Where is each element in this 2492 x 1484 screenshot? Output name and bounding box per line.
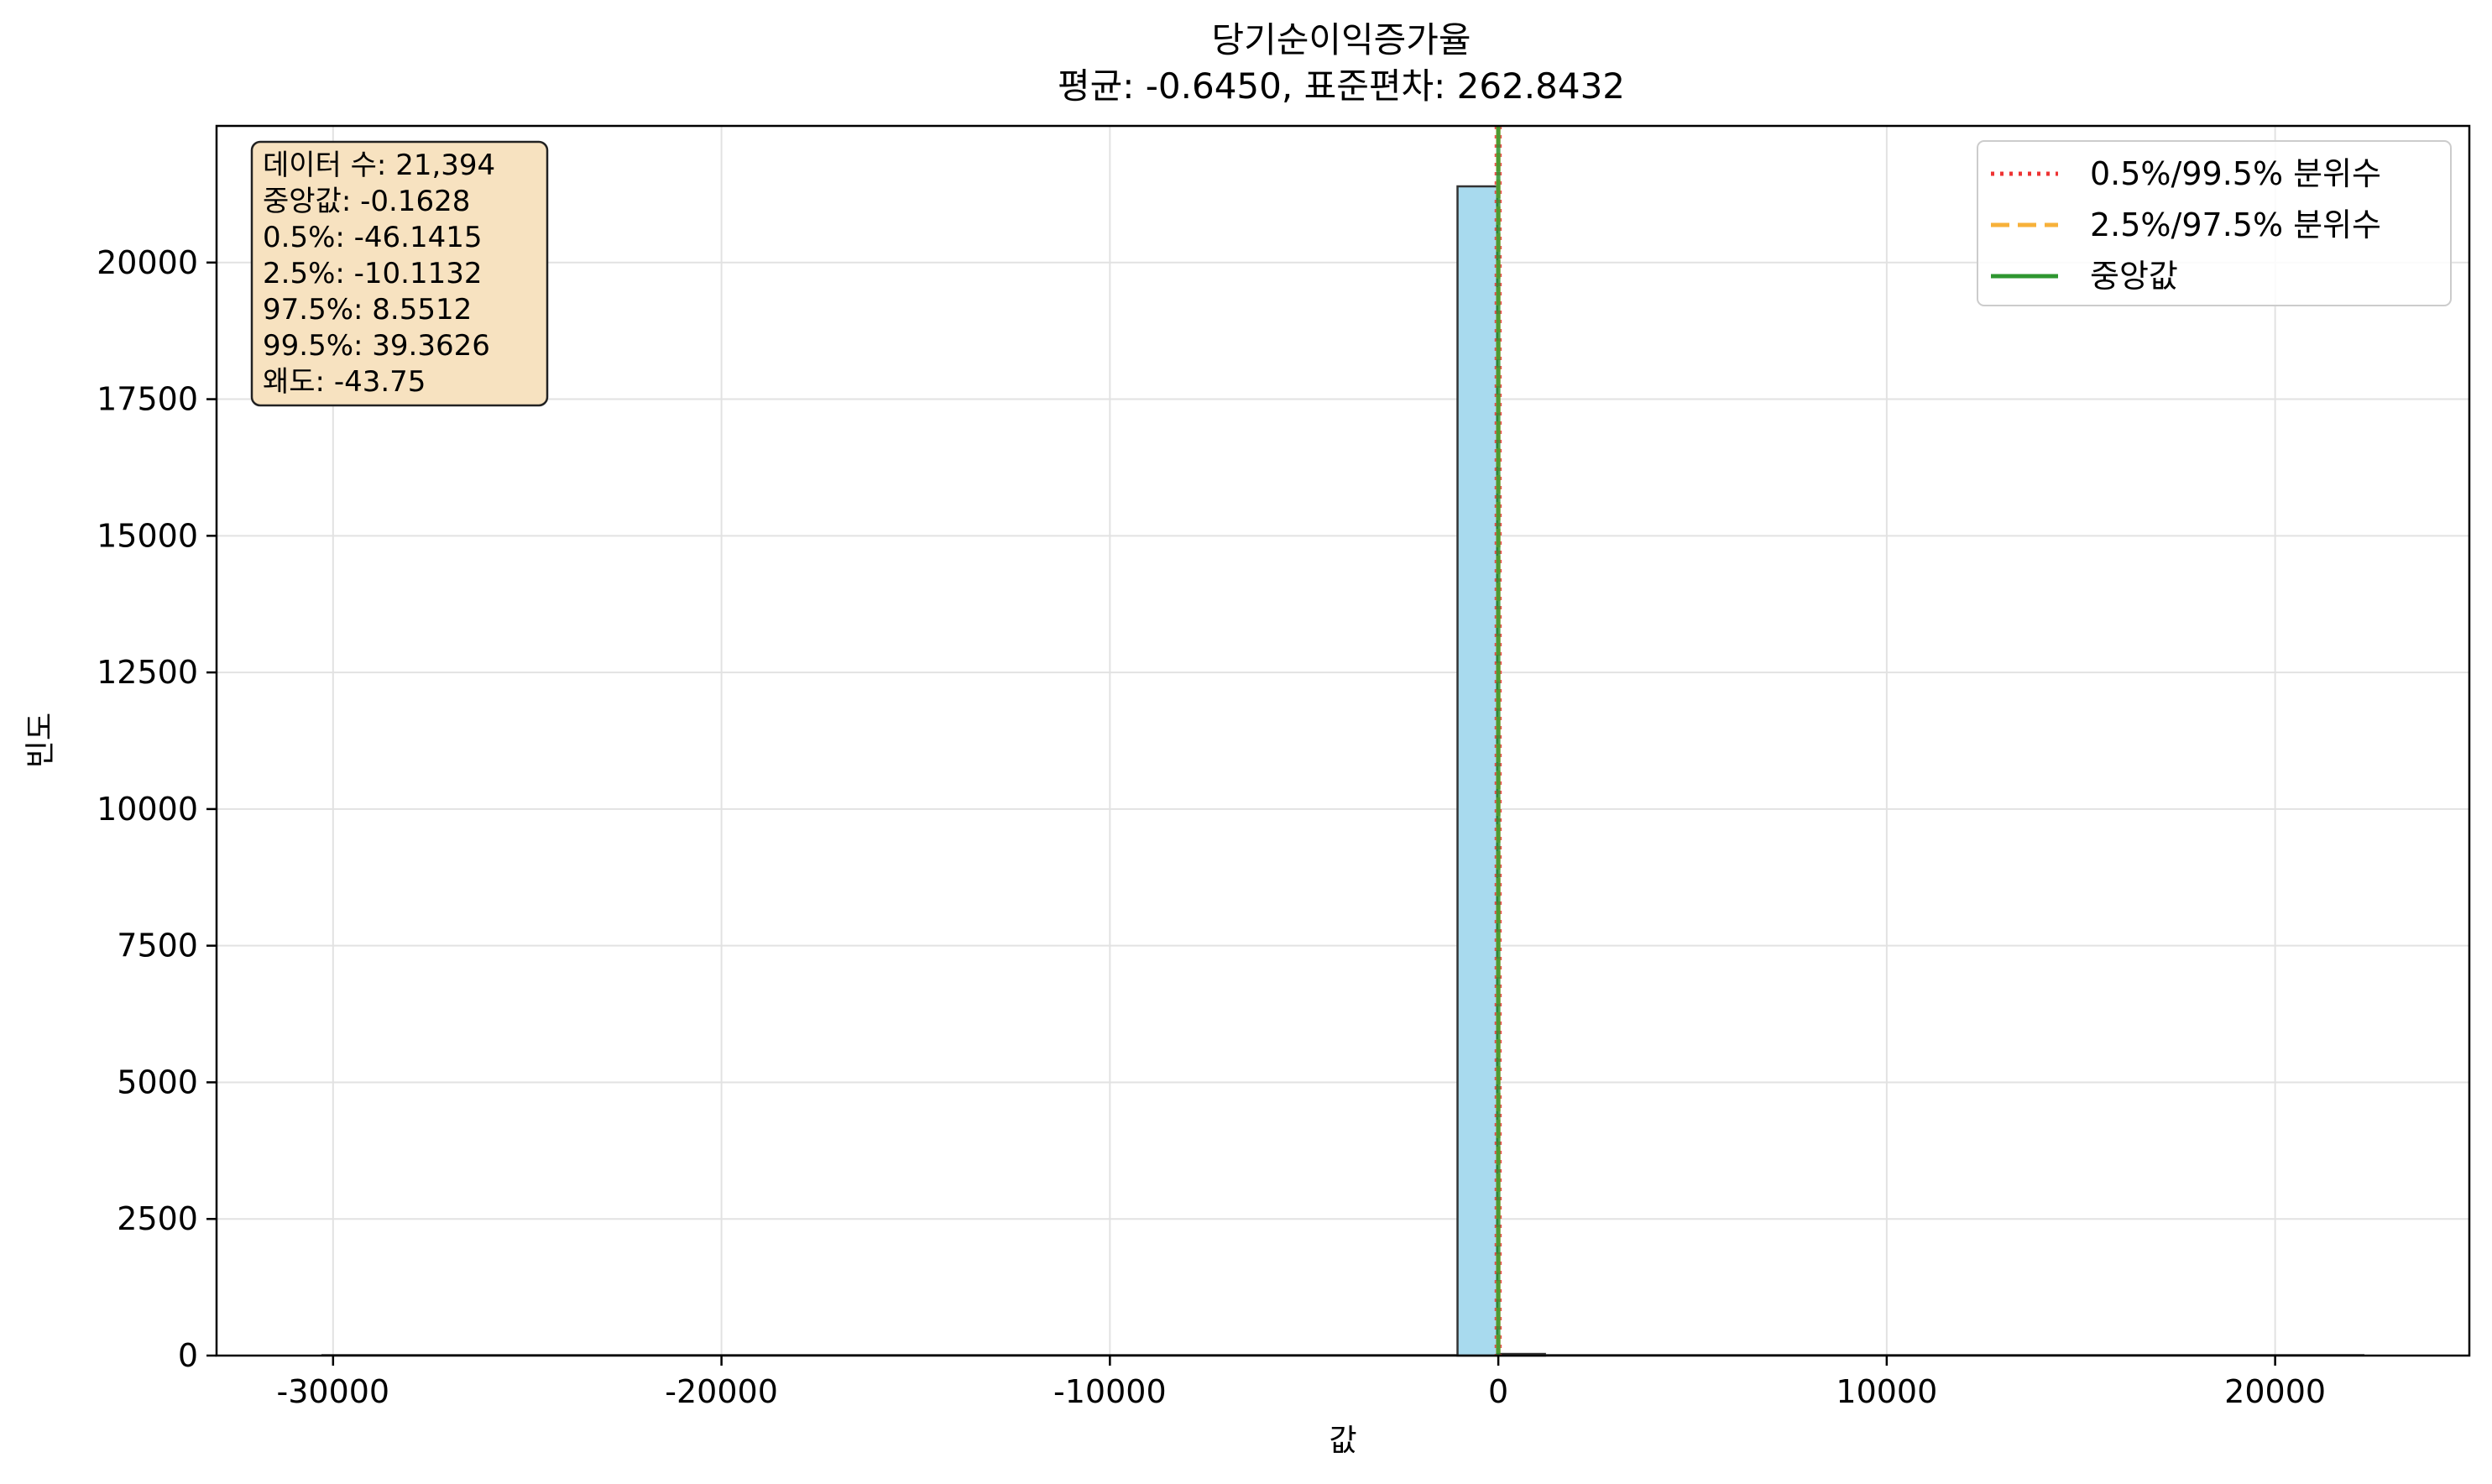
legend-label-0: 0.5%/99.5% 분위수 <box>2090 155 2381 192</box>
histogram-bar-0 <box>1456 185 1498 1357</box>
stats-box-background <box>250 140 549 407</box>
stats-line-0: 데이터 수: 21,394 <box>263 149 495 182</box>
stats-line-6: 왜도: -43.75 <box>263 365 426 399</box>
y-tick-label-4: 10000 <box>97 791 198 828</box>
quantile-lines <box>1494 126 1502 1356</box>
y-axis-label: 빈도 <box>24 713 58 768</box>
plot-frame <box>215 124 2471 1357</box>
x-tick-label-4: 10000 <box>1836 1373 1937 1410</box>
y-tick-label-0: 0 <box>178 1337 198 1374</box>
stats-line-1: 중앙값: -0.1628 <box>263 185 470 218</box>
x-axis-ticks: -30000 -20000 -10000 0 10000 20000 <box>277 1356 2326 1410</box>
legend-background <box>1977 140 2452 306</box>
y-tick-label-5: 12500 <box>97 654 198 691</box>
y-tick-label-3: 7500 <box>117 928 198 964</box>
x-tick-label-2: -10000 <box>1053 1373 1167 1410</box>
stats-line-4: 97.5%: 8.5512 <box>263 293 472 327</box>
chart-subtitle: 평균: -0.6450, 표준편차: 262.8432 <box>1058 65 1625 107</box>
legend-label-1: 2.5%/97.5% 분위수 <box>2090 206 2381 243</box>
stats-line-5: 99.5%: 39.3626 <box>263 329 490 363</box>
legend-label-2: 중앙값 <box>2090 258 2178 295</box>
stats-line-2: 0.5%: -46.1415 <box>263 221 483 254</box>
y-tick-label-1: 2500 <box>117 1200 198 1237</box>
x-axis-label: 값 <box>1329 1424 1356 1458</box>
grid-lines <box>217 126 2469 1356</box>
y-tick-label-7: 17500 <box>97 381 198 418</box>
stats-line-3: 2.5%: -10.1132 <box>263 257 483 290</box>
chart-title: 당기순이익증가율 <box>1211 19 1471 60</box>
y-tick-label-2: 5000 <box>117 1063 198 1100</box>
x-tick-label-5: 20000 <box>2224 1373 2326 1410</box>
y-tick-label-8: 20000 <box>97 244 198 281</box>
x-tick-label-1: -20000 <box>665 1373 778 1410</box>
x-tick-label-0: -30000 <box>277 1373 390 1410</box>
y-axis-ticks: 0 2500 5000 7500 10000 12500 15000 17500 20000 <box>97 244 217 1374</box>
y-tick-label-6: 15000 <box>97 517 198 554</box>
x-tick-label-3: 0 <box>1488 1373 1508 1410</box>
